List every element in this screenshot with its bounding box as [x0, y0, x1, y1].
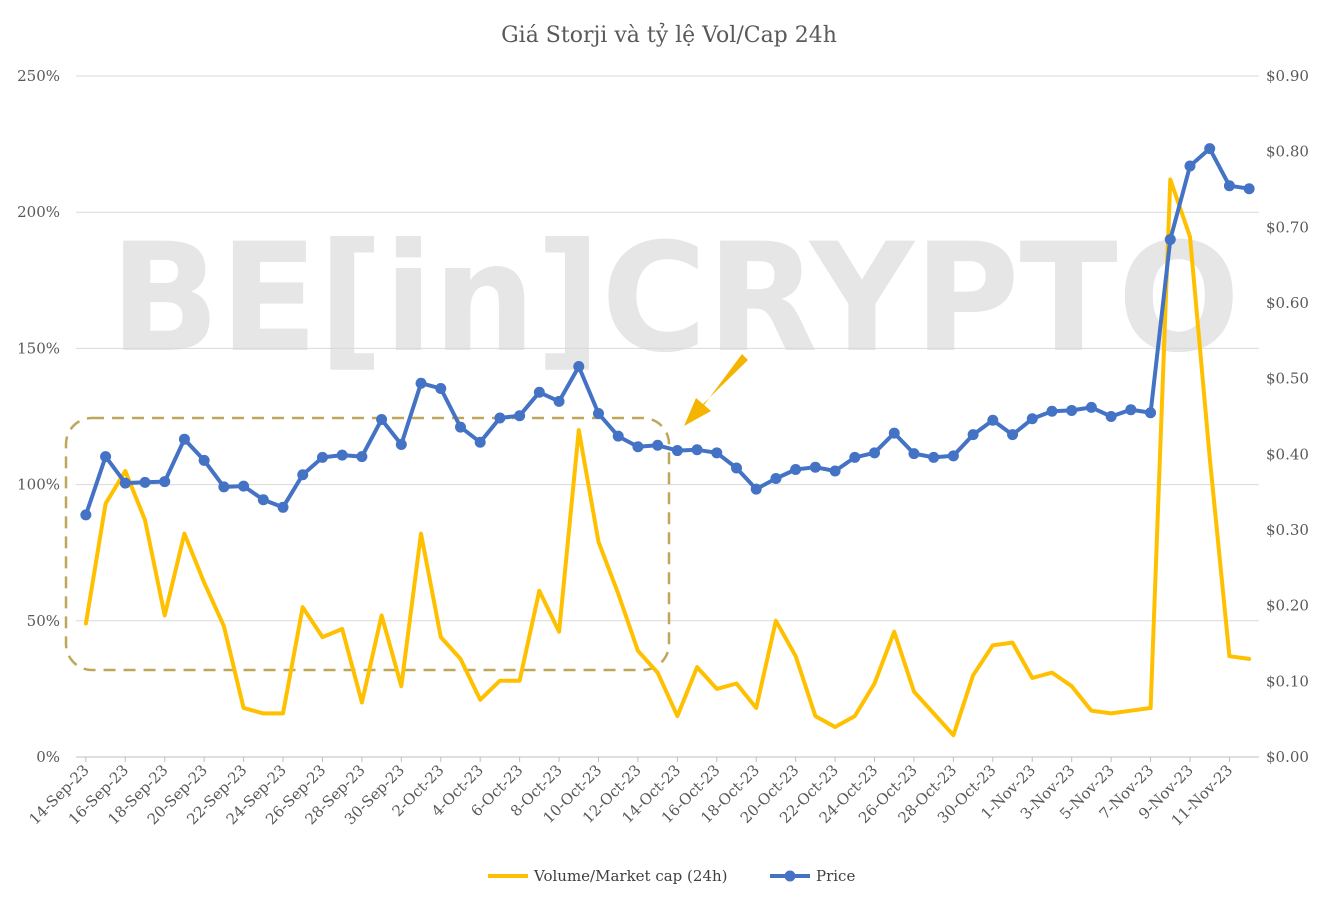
price-point	[987, 414, 999, 426]
left-tick-label: 150%	[17, 339, 60, 357]
price-point	[316, 451, 328, 463]
right-tick-label: $0.80	[1266, 143, 1309, 161]
right-tick-label: $0.90	[1266, 67, 1309, 85]
price-point	[356, 451, 368, 463]
price-point	[1026, 413, 1038, 425]
price-point	[533, 386, 545, 398]
right-axis-ticks: $0.00 $0.10 $0.20 $0.30 $0.40 $0.50 $0.60 $0.70…	[1266, 67, 1309, 766]
price-point	[257, 494, 269, 506]
price-point	[435, 383, 447, 395]
series-layer	[80, 143, 1255, 738]
price-point	[809, 461, 821, 473]
legend-label-price: Price	[816, 867, 855, 885]
left-tick-label: 0%	[36, 748, 60, 766]
price-point	[888, 427, 900, 439]
price-point	[731, 462, 743, 474]
x-axis-ticks: 14-Sep-2316-Sep-2318-Sep-2320-Sep-2322-S…	[25, 757, 1236, 830]
left-tick-label: 50%	[27, 612, 60, 630]
price-point	[1066, 404, 1078, 416]
price-point	[1105, 411, 1117, 422]
price-point	[573, 361, 585, 373]
price-point	[908, 448, 920, 460]
legend: Volume/Market cap (24h) Price	[488, 867, 855, 885]
price-point	[139, 476, 151, 488]
price-point	[1046, 405, 1058, 417]
right-tick-label: $0.50	[1266, 370, 1309, 388]
price-point	[178, 433, 190, 445]
price-point	[1145, 407, 1157, 419]
price-point	[218, 481, 230, 493]
left-axis-ticks: 0% 50% 100% 150% 200% 250%	[17, 67, 60, 766]
price-point	[750, 483, 762, 495]
price-point	[297, 469, 309, 481]
right-tick-label: $0.60	[1266, 294, 1309, 312]
price-point	[119, 477, 131, 489]
chart-title: Giá Storji và tỷ lệ Vol/Cap 24h	[501, 22, 837, 48]
price-point	[691, 444, 703, 456]
price-point	[790, 463, 802, 475]
arrow-icon	[684, 354, 748, 426]
price-point	[1204, 143, 1216, 155]
price-point	[632, 441, 644, 453]
price-point	[1243, 183, 1255, 195]
price-point	[671, 445, 683, 457]
price-point	[711, 447, 723, 459]
highlight-box	[64, 416, 671, 672]
price-point	[652, 439, 664, 451]
price-point	[1125, 404, 1137, 416]
price-point	[474, 436, 486, 448]
price-point	[553, 395, 565, 407]
watermark-text: BE[in]CRYPTO	[110, 212, 1240, 386]
left-tick-label: 250%	[17, 67, 60, 85]
price-point	[415, 377, 427, 389]
price-point	[829, 465, 841, 477]
right-tick-label: $0.40	[1266, 445, 1309, 463]
price-point	[947, 450, 959, 462]
price-point	[1164, 233, 1176, 245]
price-point	[238, 480, 250, 492]
right-tick-label: $0.10	[1266, 672, 1309, 690]
price-point	[849, 451, 861, 463]
legend-marker-price	[784, 870, 796, 882]
price-point	[1223, 180, 1235, 192]
price-point	[159, 476, 171, 488]
price-point	[100, 451, 112, 463]
price-point	[395, 438, 407, 450]
price-point	[198, 454, 210, 466]
series-line-volume	[83, 177, 1252, 738]
price-point	[494, 412, 506, 424]
price-point	[928, 451, 940, 463]
right-tick-label: $0.20	[1266, 597, 1309, 615]
price-point	[1085, 401, 1097, 413]
gridlines	[76, 75, 1259, 758]
left-tick-label: 100%	[17, 476, 60, 494]
price-point	[336, 449, 348, 461]
legend-label-volume: Volume/Market cap (24h)	[533, 867, 728, 885]
price-point	[1184, 160, 1196, 172]
right-tick-label: $0.30	[1266, 521, 1309, 539]
price-point	[1007, 429, 1019, 441]
price-point	[967, 429, 979, 441]
price-point	[514, 410, 526, 422]
price-point	[869, 447, 881, 459]
price-point	[277, 501, 289, 513]
right-tick-label: $0.70	[1266, 218, 1309, 236]
price-point	[454, 421, 466, 433]
price-point	[376, 414, 388, 426]
price-point	[770, 473, 782, 485]
price-point	[592, 407, 604, 419]
right-tick-label: $0.00	[1266, 748, 1309, 766]
price-point	[80, 509, 92, 521]
left-tick-label: 200%	[17, 203, 60, 221]
price-point	[612, 430, 624, 442]
